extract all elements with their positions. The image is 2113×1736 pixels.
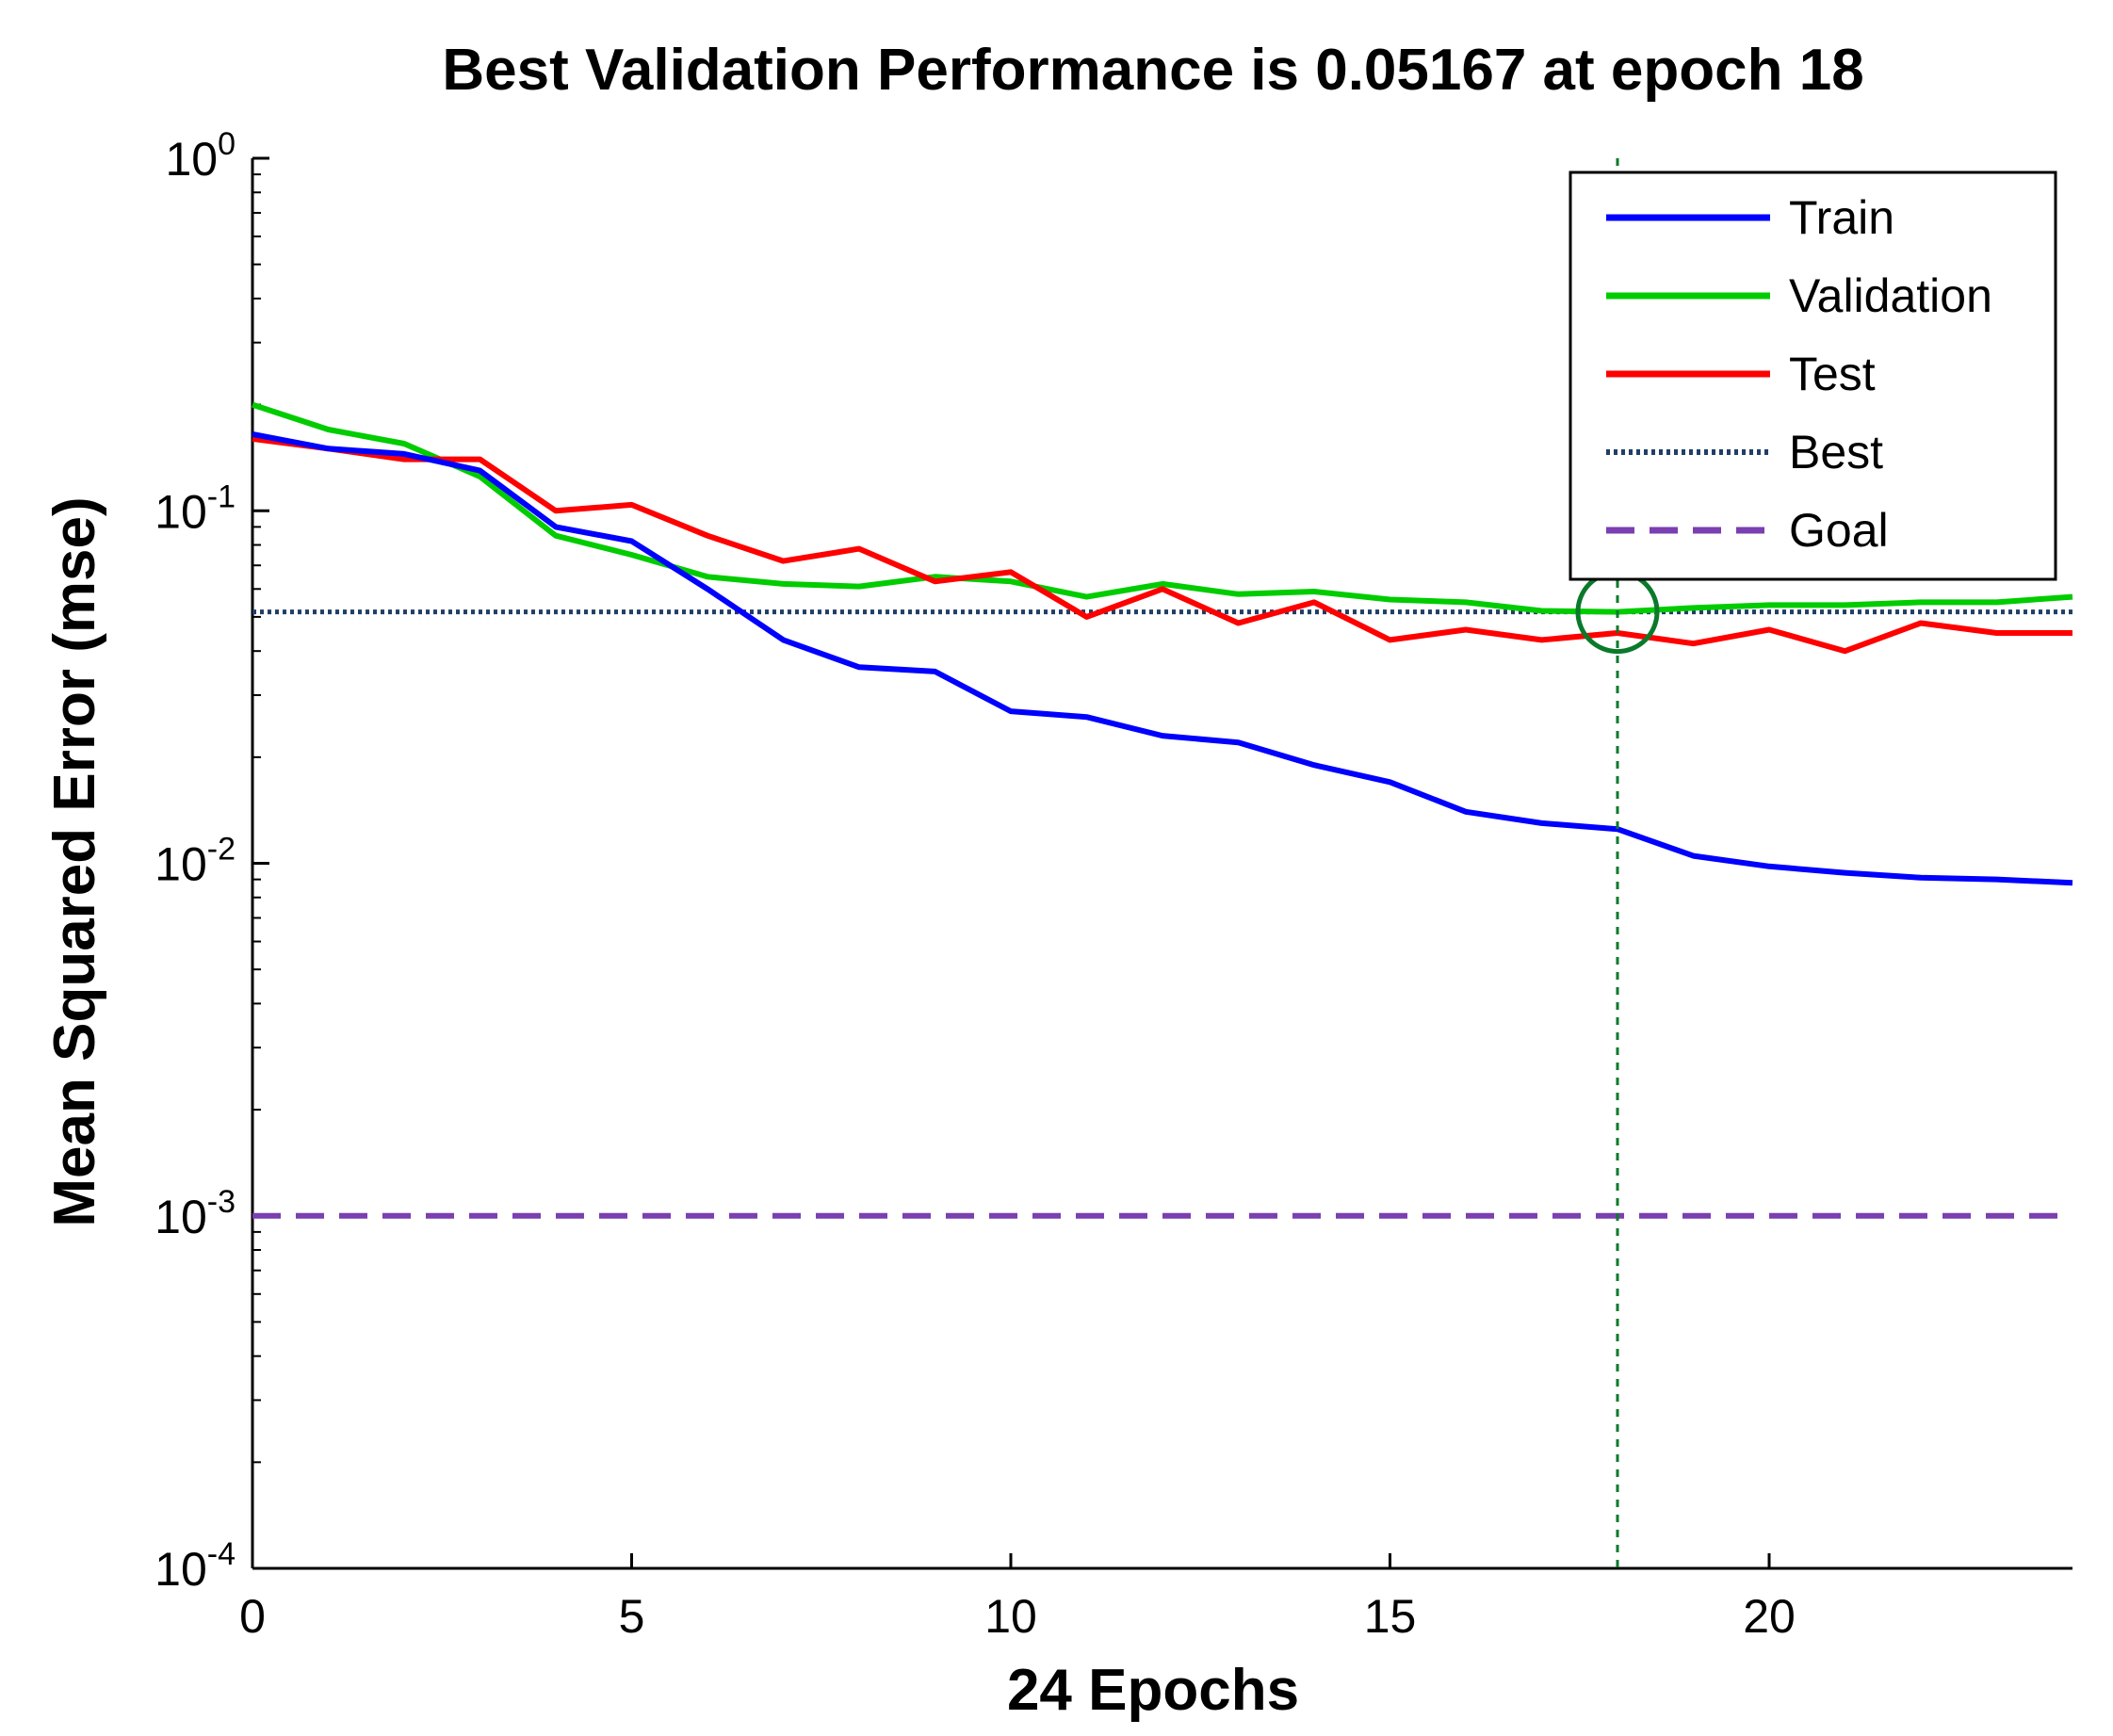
y-tick-label: 100 <box>165 126 236 186</box>
legend-label-best: Best <box>1789 426 1883 479</box>
y-tick-label: 10-1 <box>154 479 236 538</box>
y-tick-label: 10-4 <box>154 1536 236 1596</box>
plot-area: 0 5 10 15 20 10-4 10-3 10-2 10-1 100 <box>154 126 2073 1643</box>
y-tick-label: 10-2 <box>154 832 236 891</box>
x-tick-label: 10 <box>984 1590 1037 1643</box>
legend-label-train: Train <box>1789 191 1894 244</box>
legend-label-goal: Goal <box>1789 504 1889 557</box>
x-tick-label: 0 <box>239 1590 266 1643</box>
y-axis-label: Mean Squared Error (mse) <box>42 496 107 1226</box>
x-tick-label: 15 <box>1364 1590 1417 1643</box>
y-tick-label: 10-3 <box>154 1184 236 1243</box>
series-line-test <box>252 435 2072 655</box>
legend: Train Validation Test Best Goal <box>1568 170 2057 581</box>
series-line-train <box>252 430 2073 886</box>
x-axis-label: 24 Epochs <box>1007 1658 1299 1723</box>
x-tick-label: 5 <box>619 1590 645 1643</box>
legend-label-test: Test <box>1789 348 1876 400</box>
x-tick-label: 20 <box>1743 1590 1796 1643</box>
series-line-validation <box>252 401 2073 615</box>
legend-label-validation: Validation <box>1789 269 1992 322</box>
chart-title: Best Validation Performance is 0.05167 a… <box>442 38 1863 103</box>
